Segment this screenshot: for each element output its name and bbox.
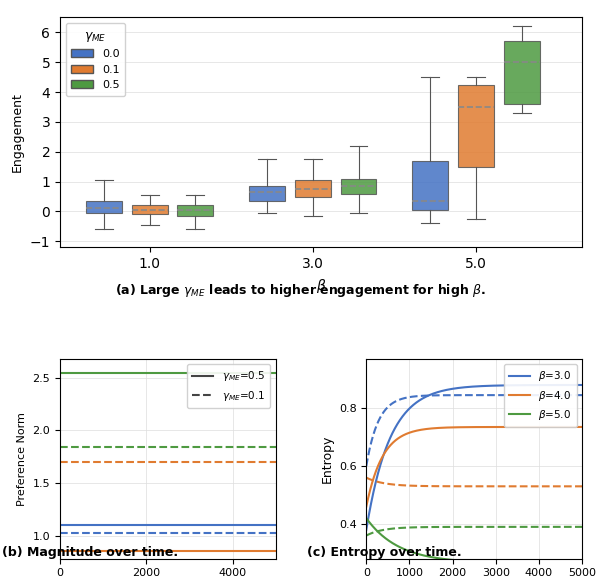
X-axis label: $\beta$: $\beta$ — [316, 276, 326, 294]
PathPatch shape — [249, 186, 285, 201]
PathPatch shape — [412, 161, 448, 210]
PathPatch shape — [132, 205, 167, 214]
PathPatch shape — [86, 201, 122, 213]
PathPatch shape — [341, 179, 376, 194]
Legend: 0.0, 0.1, 0.5: 0.0, 0.1, 0.5 — [65, 23, 125, 96]
Y-axis label: Engagement: Engagement — [11, 93, 24, 172]
PathPatch shape — [458, 84, 494, 166]
Text: (a) Large $\gamma_{ME}$ leads to higher engagement for high $\beta$.: (a) Large $\gamma_{ME}$ leads to higher … — [115, 282, 485, 299]
Text: (b) Magnitude over time.: (b) Magnitude over time. — [2, 546, 178, 559]
Legend: $\beta$=3.0, $\beta$=4.0, $\beta$=5.0: $\beta$=3.0, $\beta$=4.0, $\beta$=5.0 — [504, 364, 577, 427]
Y-axis label: Preference Norm: Preference Norm — [17, 412, 27, 506]
PathPatch shape — [178, 205, 214, 216]
PathPatch shape — [295, 180, 331, 197]
Legend: $\gamma_{ME}$=0.5, $\gamma_{ME}$=0.1: $\gamma_{ME}$=0.5, $\gamma_{ME}$=0.1 — [187, 364, 271, 408]
PathPatch shape — [504, 41, 539, 104]
Y-axis label: Entropy: Entropy — [320, 435, 333, 483]
Text: (c) Entropy over time.: (c) Entropy over time. — [307, 546, 461, 559]
